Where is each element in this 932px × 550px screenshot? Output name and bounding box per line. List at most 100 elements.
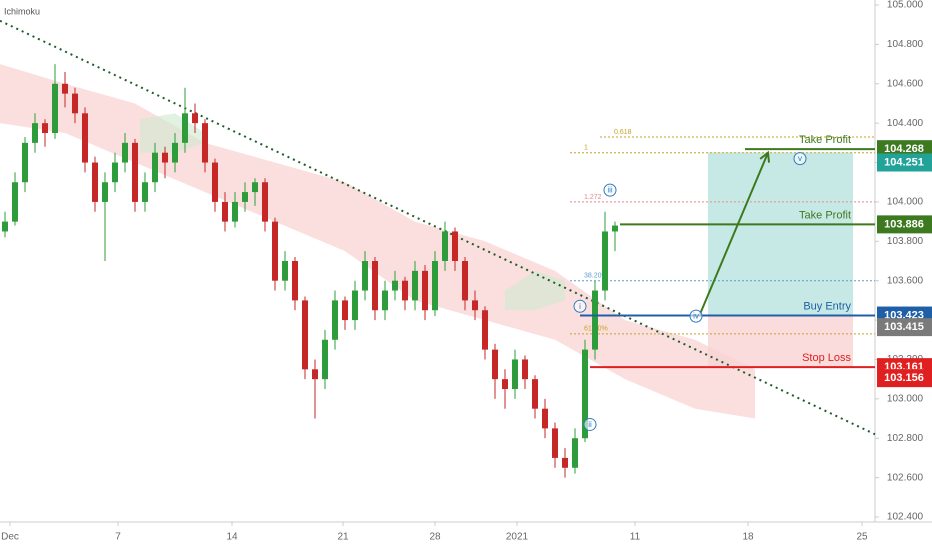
indicator-label: Ichimoku — [4, 6, 40, 16]
candle-body — [382, 290, 388, 311]
candle-body — [252, 182, 258, 193]
x-tick-label: 14 — [226, 532, 238, 543]
candle-body — [212, 162, 218, 202]
candle-body — [482, 310, 488, 350]
candle-body — [192, 113, 198, 124]
y-tick-label: 102.800 — [887, 433, 924, 444]
x-tick-label: Dec — [1, 532, 19, 543]
level-label: Take Profit — [799, 134, 851, 146]
candle-body — [2, 221, 8, 232]
candle-body — [492, 349, 498, 380]
x-tick-label: 11 — [630, 532, 641, 543]
candle-body — [332, 300, 338, 340]
candle-body — [112, 162, 118, 183]
ichimoku-cloud — [0, 64, 755, 419]
fib-label: 38.20% — [584, 273, 608, 280]
trade-zone — [708, 152, 853, 316]
candle-body — [452, 231, 458, 261]
x-tick-label: 25 — [856, 532, 868, 543]
candle-body — [132, 142, 138, 202]
candle-body — [222, 201, 228, 222]
wave-label: iv — [693, 312, 699, 321]
candle-body — [562, 457, 568, 468]
candle-body — [202, 123, 208, 163]
candle-body — [522, 359, 528, 380]
x-tick-label: 28 — [429, 532, 441, 543]
candle-body — [262, 182, 268, 222]
y-tick-label: 102.400 — [887, 512, 924, 523]
y-tick-label: 104.800 — [887, 39, 924, 50]
candle-body — [232, 201, 238, 222]
candle-body — [512, 359, 518, 389]
candle-body — [302, 300, 308, 370]
candle-body — [22, 142, 28, 183]
candle-body — [182, 113, 188, 143]
ichimoku-cloud — [140, 113, 205, 153]
projection-arrow — [699, 152, 769, 315]
candle-body — [312, 369, 318, 380]
candle-body — [352, 290, 358, 321]
candle-body — [142, 182, 148, 202]
candle-body — [92, 162, 98, 202]
level-label: Stop Loss — [802, 352, 851, 364]
wave-label: iii — [607, 186, 613, 195]
candle-body — [402, 280, 408, 301]
price-badge — [877, 318, 932, 337]
wave-marker — [583, 417, 597, 431]
candle-body — [442, 231, 448, 261]
wave-marker — [793, 152, 807, 166]
candle-body — [612, 225, 618, 232]
wave-marker — [573, 299, 587, 313]
candle-body — [502, 379, 508, 389]
candle-body — [272, 221, 278, 281]
x-tick-label: 7 — [115, 532, 121, 543]
candle-body — [592, 290, 598, 350]
x-tick-label: 21 — [337, 532, 349, 543]
candle-body — [162, 152, 168, 163]
candle-body — [412, 270, 418, 301]
candle-body — [422, 270, 428, 311]
price-badge-label: 104.268 — [884, 143, 924, 155]
trade-zone — [708, 315, 853, 368]
y-tick-label: 102.600 — [887, 472, 924, 483]
ichimoku-cloud — [505, 270, 565, 311]
candle-body — [62, 83, 68, 94]
candle-body — [12, 182, 18, 222]
y-tick-label: 104.600 — [887, 78, 924, 89]
candle-body — [472, 300, 478, 311]
candle-body — [282, 261, 288, 281]
candle-body — [172, 142, 178, 163]
arrow-head — [759, 150, 771, 163]
candle-body — [602, 231, 608, 291]
price-badge-label: 103.415 — [884, 321, 924, 333]
fib-label: 1 — [584, 145, 588, 152]
y-tick-label: 103.000 — [887, 393, 924, 404]
candle-body — [372, 261, 378, 311]
candle-body — [542, 408, 548, 429]
candle-body — [32, 123, 38, 143]
y-tick-label: 104.000 — [887, 197, 924, 208]
wave-label: ii — [588, 420, 592, 429]
level-label: Buy Entry — [803, 300, 851, 312]
price-badge-label: 104.251 — [884, 156, 924, 168]
y-tick-label: 103.600 — [887, 275, 924, 286]
wave-marker — [689, 309, 703, 323]
candle-body — [342, 300, 348, 321]
price-badge — [877, 153, 932, 172]
candle-body — [392, 280, 398, 291]
candle-body — [552, 428, 558, 458]
candle-body — [102, 182, 108, 202]
candle-body — [362, 261, 368, 291]
candle-body — [432, 261, 438, 311]
candle-body — [42, 123, 48, 133]
wave-label: v — [798, 154, 802, 163]
candle-body — [322, 339, 328, 380]
candle-body — [72, 93, 78, 114]
price-badge-label: 103.886 — [884, 218, 924, 230]
candle-body — [582, 349, 588, 439]
candle-body — [532, 379, 538, 409]
wave-label: i — [579, 302, 581, 311]
y-tick-label: 103.800 — [887, 236, 924, 247]
x-tick-label: 2021 — [506, 532, 529, 543]
